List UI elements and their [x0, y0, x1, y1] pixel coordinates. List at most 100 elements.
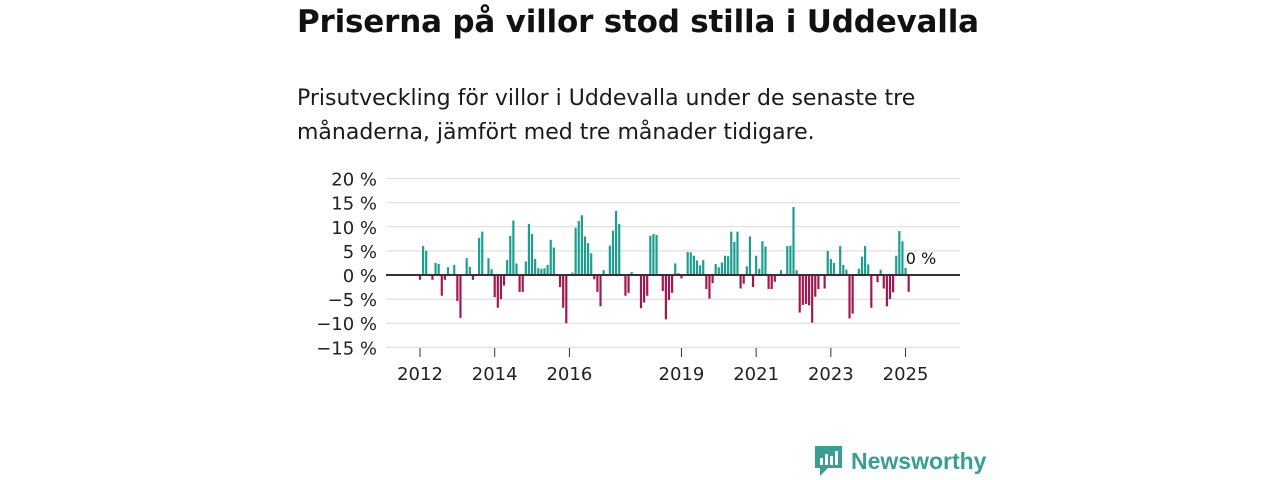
bar — [583, 236, 587, 275]
bar — [437, 263, 440, 275]
bar — [478, 237, 481, 275]
bar — [867, 264, 870, 275]
bar — [736, 231, 739, 275]
bar — [720, 262, 724, 275]
bar — [537, 268, 540, 275]
bar — [892, 275, 895, 293]
bar — [742, 275, 745, 284]
bar — [558, 275, 562, 288]
bar — [614, 210, 618, 275]
bar — [446, 267, 450, 275]
bar — [801, 275, 804, 305]
bar — [471, 275, 475, 280]
bar — [434, 262, 437, 275]
bar — [593, 275, 596, 280]
bar — [493, 275, 496, 298]
bar — [618, 223, 621, 275]
y-tick-label: −15 % — [316, 338, 377, 359]
bar — [608, 245, 611, 275]
bar — [639, 275, 643, 309]
bar — [789, 245, 792, 275]
bar — [453, 264, 456, 275]
bar — [624, 275, 627, 296]
bar — [879, 269, 882, 275]
bar — [459, 275, 462, 318]
bar — [786, 246, 789, 275]
bar — [755, 255, 758, 275]
bar — [431, 275, 434, 280]
bar — [767, 275, 770, 289]
bar — [509, 235, 512, 275]
bar — [907, 275, 910, 292]
bar — [599, 275, 602, 307]
bar — [596, 275, 599, 292]
bar — [468, 266, 471, 275]
bar — [530, 234, 534, 275]
bar — [680, 275, 683, 279]
bar — [465, 258, 468, 275]
bar — [773, 275, 776, 282]
bar-chart: 20 % 15 % 10 % 5 % 0 % −5 % −10 % −15 % 2012 2014… — [316, 170, 960, 385]
bar — [646, 275, 649, 296]
bar — [863, 246, 867, 275]
bar — [546, 264, 549, 275]
bar — [655, 234, 658, 275]
bar — [661, 275, 664, 291]
bar — [518, 275, 521, 292]
bar — [804, 275, 808, 304]
bar — [885, 275, 888, 307]
y-tick-label: 15 % — [331, 194, 377, 215]
x-tick-label: 2016 — [546, 364, 592, 385]
bar — [652, 234, 655, 275]
bar — [826, 250, 829, 275]
bar — [723, 255, 727, 275]
x-tick-label: 2014 — [472, 364, 518, 385]
bar — [851, 275, 854, 314]
bar — [586, 243, 590, 275]
bar — [515, 263, 518, 275]
bar — [739, 275, 742, 289]
bar — [425, 250, 428, 275]
bar — [779, 270, 783, 275]
bar — [848, 275, 851, 319]
bar — [792, 207, 795, 275]
bar — [490, 269, 493, 275]
x-tick-label: 2021 — [733, 364, 779, 385]
y-tick-label: −10 % — [316, 314, 377, 335]
bar — [814, 275, 817, 297]
last-value-label: 0 % — [906, 249, 936, 268]
bar — [699, 265, 702, 275]
bar — [671, 275, 674, 293]
bar — [686, 251, 689, 275]
bar — [711, 275, 714, 284]
bar — [888, 275, 892, 300]
bar — [708, 275, 711, 299]
bar — [521, 275, 524, 292]
bar — [901, 241, 904, 275]
bar — [649, 235, 652, 275]
bar — [512, 220, 515, 275]
bar — [534, 259, 537, 275]
y-tick-label: 5 % — [343, 242, 377, 263]
bar — [904, 267, 907, 275]
chart-subtitle: Prisutveckling för villor i Uddevalla un… — [297, 86, 916, 145]
bar — [817, 275, 820, 289]
bar — [842, 264, 845, 275]
bar — [543, 268, 546, 275]
bar — [823, 275, 826, 289]
bar — [527, 223, 531, 275]
bar — [795, 270, 798, 275]
newsworthy-logo: Newsworthy — [815, 446, 986, 476]
bar — [456, 275, 459, 302]
x-tick-label: 2019 — [659, 364, 705, 385]
logo-text: Newsworthy — [851, 447, 987, 474]
y-tick-label: −5 % — [328, 290, 377, 311]
bar — [748, 236, 752, 275]
bar — [798, 275, 801, 313]
y-tick-label: 10 % — [331, 218, 377, 239]
bar — [882, 275, 885, 289]
bar — [717, 267, 720, 275]
y-tick-label: 20 % — [331, 170, 377, 191]
bar — [702, 260, 705, 275]
bar — [876, 275, 879, 283]
